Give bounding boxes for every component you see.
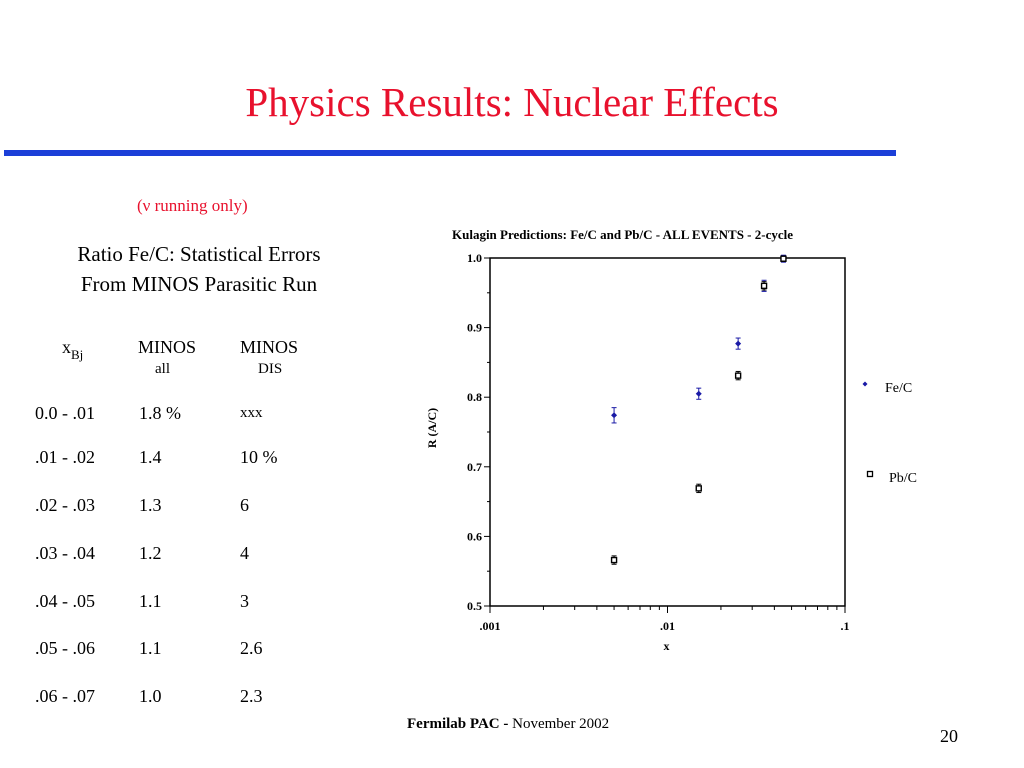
data-point-pb-c	[695, 485, 702, 492]
col-header-xbj-main: x	[62, 337, 71, 357]
table-heading-line2: From MINOS Parasitic Run	[80, 272, 318, 296]
row-minos-dis: 3	[240, 591, 249, 611]
data-point-pb-c	[760, 282, 768, 290]
col-header-minos-dis-sub: DIS	[258, 361, 283, 377]
row-minos-all: 1.8 %	[139, 403, 181, 423]
y-tick-label: 1.0	[467, 251, 482, 265]
col-header-minos-all: MINOS	[138, 337, 197, 357]
row-range: 0.0 - .01	[35, 403, 95, 423]
row-minos-all: 1.1	[139, 591, 162, 611]
data-point-fe-c	[611, 412, 618, 419]
legend-marker-pb-c	[866, 470, 874, 478]
chart-title: Kulagin Predictions: Fe/C and Pb/C - ALL…	[452, 227, 793, 242]
row-minos-all: 1.1	[139, 638, 162, 658]
row-range: .03 - .04	[35, 543, 95, 563]
col-header-minos-dis: MINOS	[240, 337, 299, 357]
col-header-xbj-sub: Bj	[71, 347, 84, 362]
legend-marker-fe-c	[862, 381, 868, 387]
data-point-pb-c	[734, 372, 742, 379]
y-axis-label: R (A/C)	[425, 408, 439, 448]
x-axis-label: x	[664, 639, 670, 653]
row-minos-all: 1.3	[139, 495, 162, 515]
row-minos-all: 1.2	[139, 543, 162, 563]
col-header-xbj: xBj	[62, 337, 83, 363]
x-tick-label: .001	[480, 619, 501, 633]
y-tick-label: 0.7	[467, 460, 482, 474]
data-point-pb-c	[780, 255, 787, 262]
row-minos-dis: 2.6	[240, 638, 263, 658]
row-range: .02 - .03	[35, 495, 95, 515]
running-note: (ν running only)	[137, 196, 248, 215]
row-minos-dis: xxx	[240, 405, 263, 421]
y-tick-label: 0.9	[467, 321, 482, 335]
table-heading-line1: Ratio Fe/C: Statistical Errors	[77, 242, 321, 266]
slide-title: Physics Results: Nuclear Effects	[245, 79, 779, 125]
row-minos-dis: 6	[240, 495, 249, 515]
page-number: 20	[940, 726, 958, 746]
table-heading: Ratio Fe/C: Statistical Errors From MINO…	[40, 239, 358, 299]
footer-org: Fermilab PAC -	[407, 716, 513, 732]
y-tick-label: 0.6	[467, 529, 482, 543]
y-tick-label: 0.8	[467, 390, 482, 404]
data-point-fe-c	[735, 340, 742, 347]
row-range: .06 - .07	[35, 686, 95, 706]
col-header-minos-all-sub: all	[155, 361, 170, 377]
row-minos-dis: 10 %	[240, 447, 278, 467]
row-range: .01 - .02	[35, 447, 95, 467]
data-point-fe-c	[695, 390, 702, 397]
footer: Fermilab PAC - November 2002	[407, 716, 609, 733]
legend-label: Fe/C	[885, 381, 912, 396]
data-point-pb-c	[610, 556, 618, 564]
footer-date: November 2002	[512, 716, 610, 732]
row-minos-all: 1.4	[139, 447, 162, 467]
x-tick-label: .01	[660, 619, 675, 633]
row-minos-dis: 4	[240, 543, 249, 563]
row-minos-all: 1.0	[139, 686, 162, 706]
row-range: .05 - .06	[35, 638, 95, 658]
row-range: .04 - .05	[35, 591, 95, 611]
y-tick-label: 0.5	[467, 599, 482, 613]
row-minos-dis: 2.3	[240, 686, 263, 706]
legend-label: Pb/C	[889, 471, 917, 486]
x-tick-label: .1	[841, 619, 850, 633]
title-divider	[4, 150, 896, 156]
plot-frame	[489, 257, 846, 607]
